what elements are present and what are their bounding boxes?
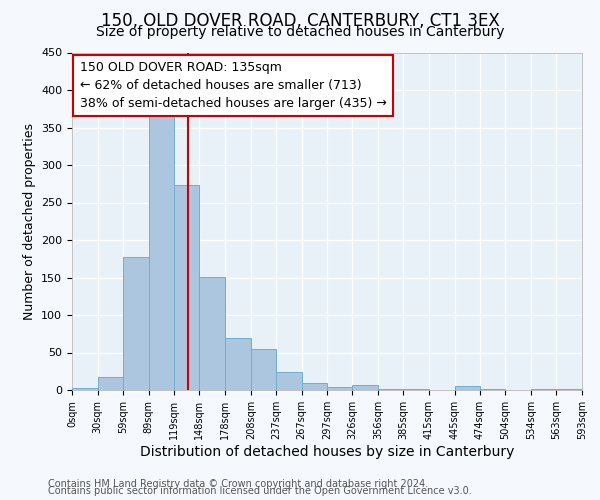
Text: Contains public sector information licensed under the Open Government Licence v3: Contains public sector information licen… bbox=[48, 486, 472, 496]
Text: 150, OLD DOVER ROAD, CANTERBURY, CT1 3EX: 150, OLD DOVER ROAD, CANTERBURY, CT1 3EX bbox=[101, 12, 499, 30]
Bar bbox=[556, 389, 582, 390]
Text: Contains HM Land Registry data © Crown copyright and database right 2024.: Contains HM Land Registry data © Crown c… bbox=[48, 479, 428, 489]
Bar bbox=[276, 372, 302, 390]
Bar bbox=[175, 185, 199, 390]
Bar bbox=[403, 389, 429, 390]
Bar bbox=[531, 388, 556, 390]
Bar bbox=[455, 386, 479, 390]
Bar bbox=[328, 387, 352, 390]
Y-axis label: Number of detached properties: Number of detached properties bbox=[23, 122, 35, 320]
Text: Size of property relative to detached houses in Canterbury: Size of property relative to detached ho… bbox=[96, 25, 504, 39]
Text: 150 OLD DOVER ROAD: 135sqm
← 62% of detached houses are smaller (713)
38% of sem: 150 OLD DOVER ROAD: 135sqm ← 62% of deta… bbox=[80, 61, 386, 110]
Bar bbox=[378, 388, 403, 390]
X-axis label: Distribution of detached houses by size in Canterbury: Distribution of detached houses by size … bbox=[140, 444, 514, 458]
Bar bbox=[225, 338, 251, 390]
Bar bbox=[98, 376, 123, 390]
Bar bbox=[302, 382, 328, 390]
Bar bbox=[251, 349, 276, 390]
Bar bbox=[199, 277, 225, 390]
Bar bbox=[352, 385, 378, 390]
Bar bbox=[72, 388, 98, 390]
Bar bbox=[149, 116, 175, 390]
Bar bbox=[123, 257, 149, 390]
Bar bbox=[479, 389, 505, 390]
